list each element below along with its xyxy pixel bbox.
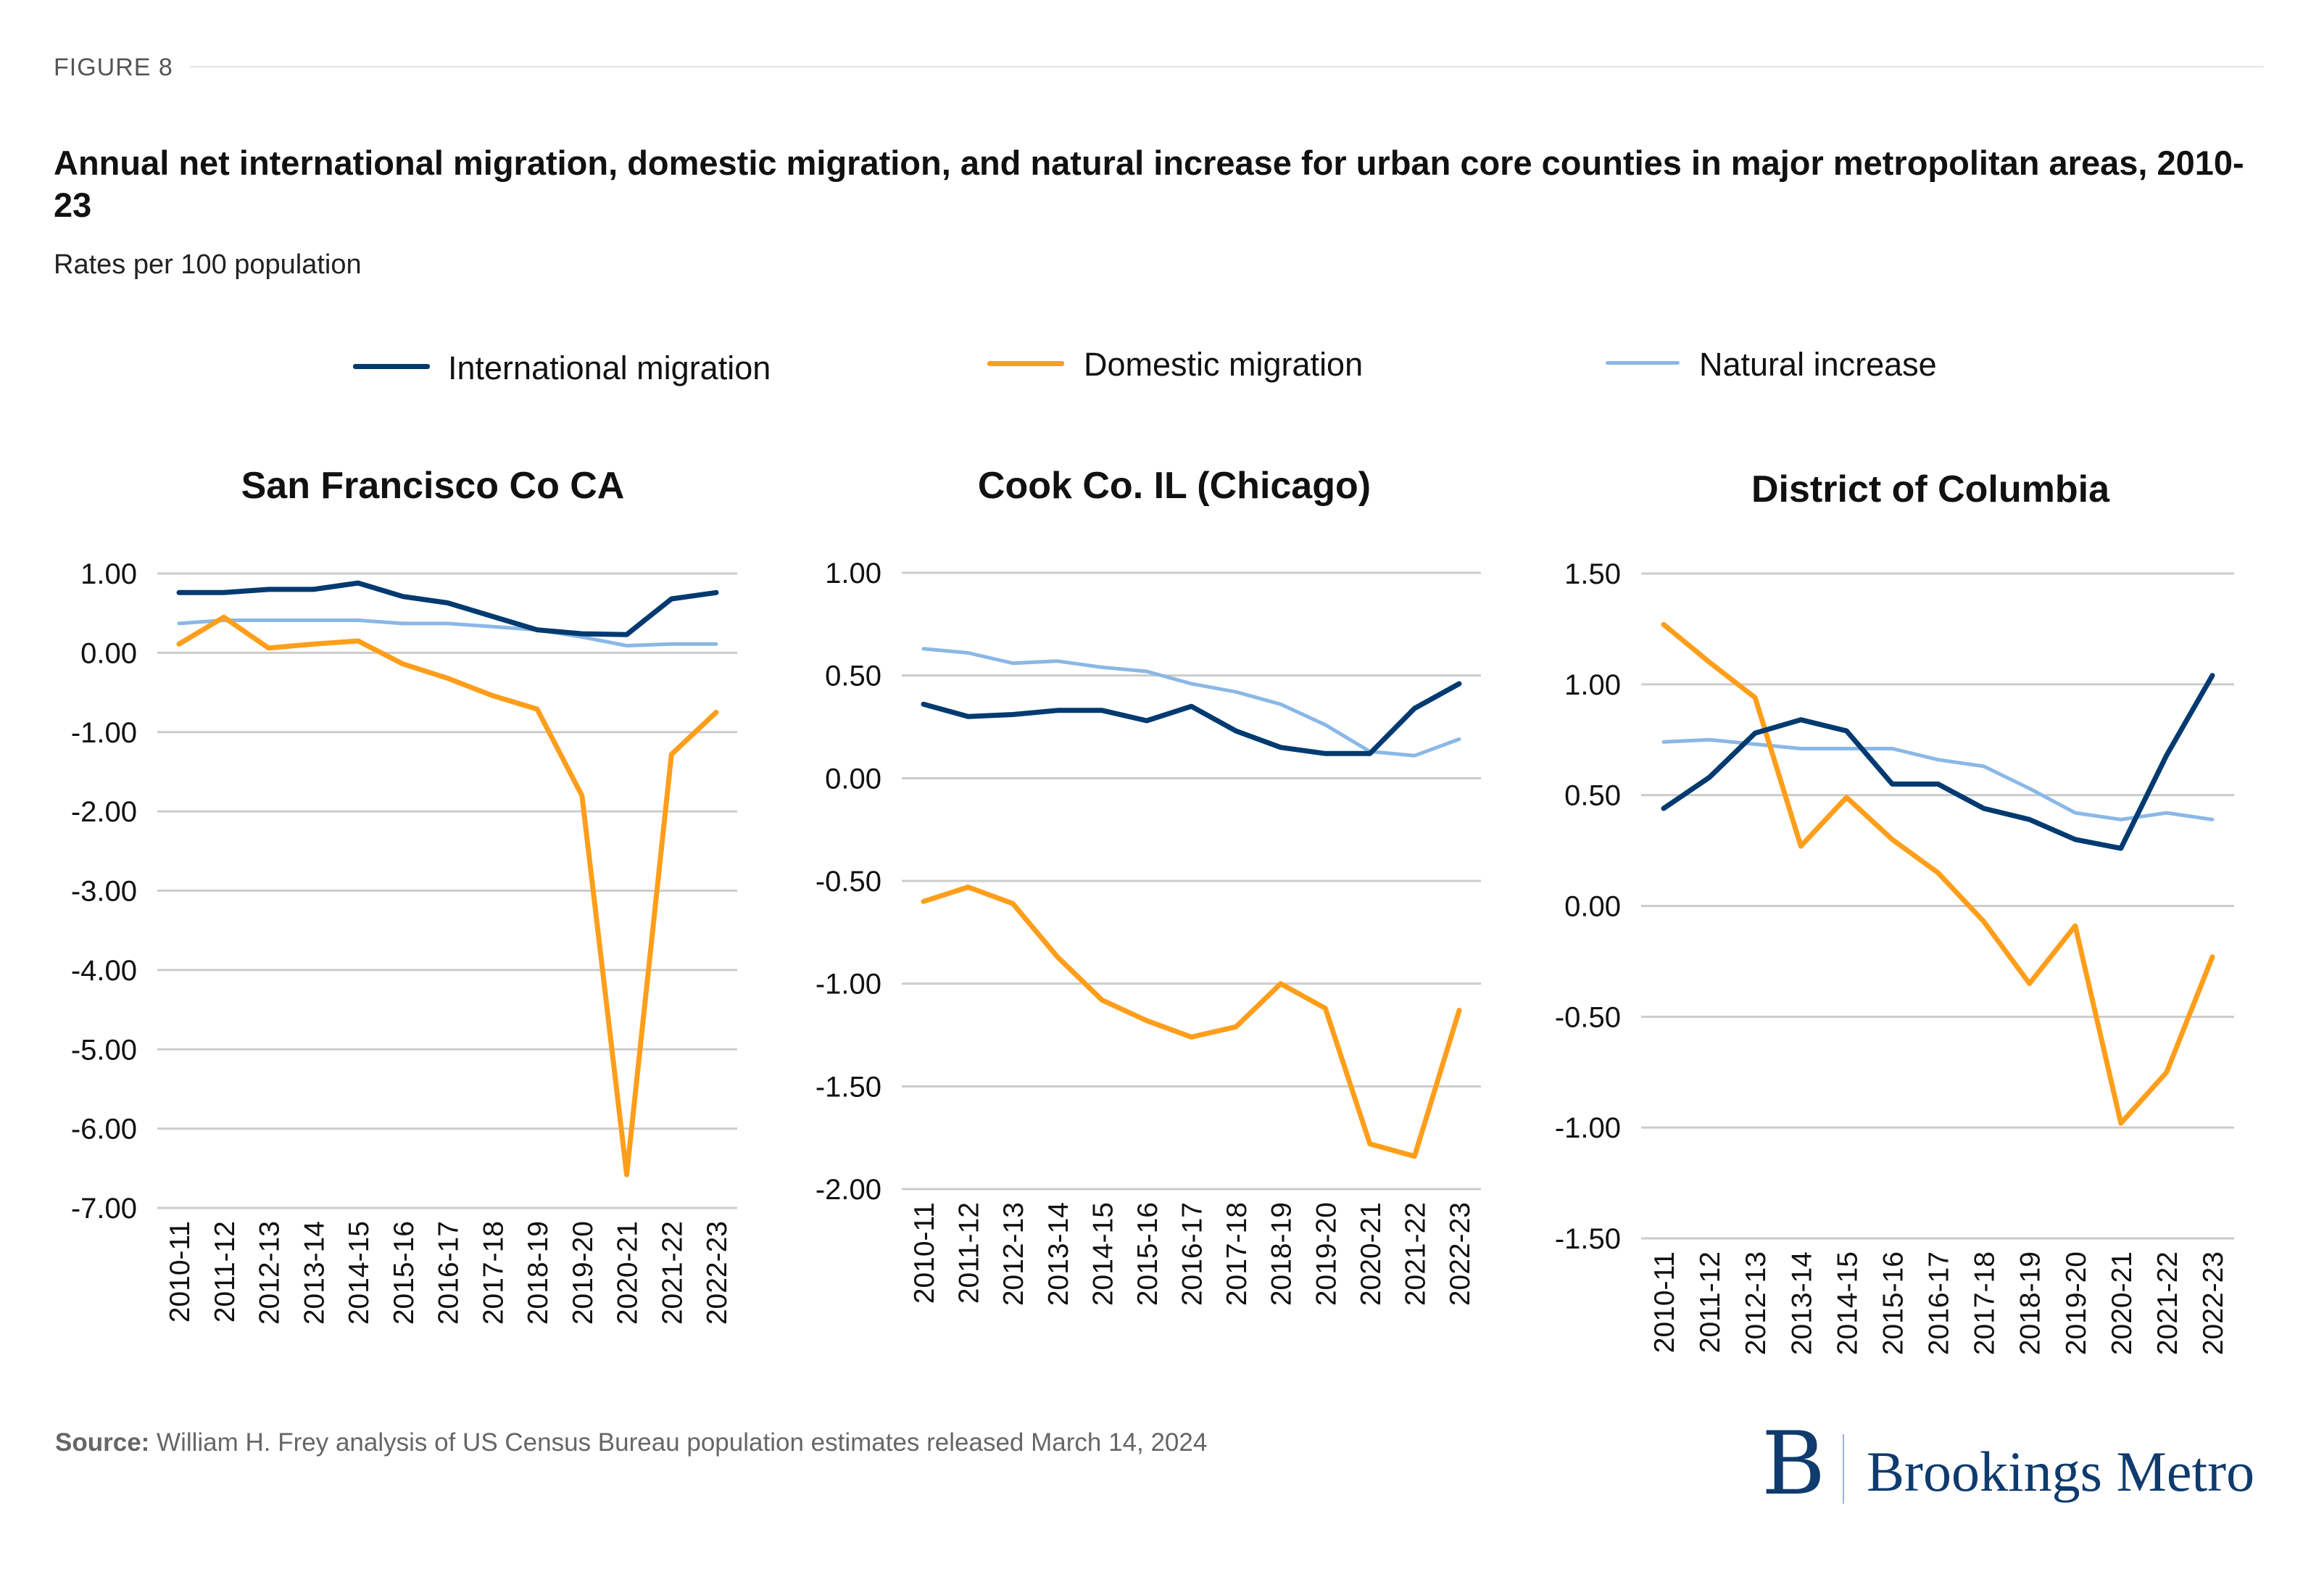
y-tick-label: -3.00 bbox=[71, 876, 137, 908]
logo-divider bbox=[1843, 1434, 1844, 1504]
source-note: Source: William H. Frey analysis of US C… bbox=[55, 1428, 1207, 1457]
source-label: Source: bbox=[55, 1428, 150, 1457]
x-tick-label: 2016-17 bbox=[1924, 1251, 1955, 1355]
header-divider bbox=[190, 66, 2264, 67]
x-tick-label: 2019-20 bbox=[1311, 1202, 1342, 1306]
legend-swatch-international bbox=[353, 364, 430, 369]
legend-label-domestic: Domestic migration bbox=[1084, 346, 1364, 383]
x-tick-label: 2022-23 bbox=[2198, 1251, 2229, 1355]
series-line-international-migration bbox=[176, 580, 719, 637]
legend-label-natural: Natural increase bbox=[1699, 346, 1937, 383]
y-tick-label: 0.00 bbox=[80, 637, 137, 669]
x-tick-label: 2019-20 bbox=[568, 1221, 599, 1325]
x-tick-label: 2012-13 bbox=[254, 1221, 286, 1325]
x-tick-label: 2020-21 bbox=[613, 1221, 644, 1325]
x-tick-label: 2020-21 bbox=[1356, 1202, 1387, 1306]
source-text: William H. Frey analysis of US Census Bu… bbox=[149, 1428, 1208, 1457]
chart-subtitle: Rates per 100 population bbox=[54, 249, 362, 280]
x-tick-label: 2012-13 bbox=[998, 1202, 1029, 1306]
x-tick-label: 2020-21 bbox=[2107, 1251, 2138, 1355]
x-tick-label: 2012-13 bbox=[1740, 1251, 1772, 1355]
y-tick-label: -2.00 bbox=[816, 1174, 881, 1206]
y-tick-label: -1.00 bbox=[1555, 1112, 1621, 1144]
x-tick-label: 2011-12 bbox=[954, 1202, 985, 1304]
y-tick-label: 1.00 bbox=[80, 558, 137, 590]
x-tick-label: 2017-18 bbox=[478, 1221, 509, 1325]
panel-0: 1.00 0.00 -1.00 -2.00 -3.00 -4.00 -5.00 -6.00 -7… bbox=[71, 558, 737, 1325]
y-tick-label: 0.00 bbox=[1564, 891, 1621, 923]
y-tick-label: -5.00 bbox=[71, 1034, 137, 1066]
series-line-domestic-migration bbox=[176, 614, 719, 1177]
y-tick-label: -1.00 bbox=[71, 717, 137, 749]
y-tick-label: -0.50 bbox=[1555, 1001, 1621, 1033]
x-tick-label: 2021-22 bbox=[657, 1221, 688, 1325]
y-tick-label: 0.50 bbox=[825, 661, 881, 692]
series-line-natural-increase bbox=[1661, 737, 2215, 821]
x-tick-label: 2018-19 bbox=[1266, 1202, 1298, 1306]
series-line-international-migration bbox=[1661, 673, 2215, 851]
y-tick-label: -2.00 bbox=[71, 796, 137, 828]
panel-1: 1.00 0.50 0.00 -0.50 -1.00 -1.50 -2.00 2010-11 2… bbox=[816, 558, 1481, 1306]
figure-label: FIGURE 8 bbox=[54, 54, 173, 81]
y-tick-label: -1.50 bbox=[816, 1071, 881, 1103]
x-tick-label: 2017-18 bbox=[1970, 1251, 2001, 1355]
legend-swatch-natural bbox=[1606, 361, 1680, 365]
y-tick-label: 0.50 bbox=[1564, 780, 1621, 812]
x-tick-label: 2022-23 bbox=[1445, 1202, 1476, 1306]
x-tick-label: 2010-11 bbox=[165, 1221, 196, 1322]
y-tick-label: 0.00 bbox=[825, 763, 881, 795]
chart-title: Annual net international migration, dome… bbox=[54, 144, 2244, 224]
x-tick-label: 2010-11 bbox=[1649, 1251, 1680, 1353]
x-tick-label: 2018-19 bbox=[523, 1221, 554, 1325]
panel-title-cook: Cook Co. IL (Chicago) bbox=[977, 465, 1371, 507]
legend-swatch-domestic bbox=[987, 361, 1064, 366]
y-tick-label: -7.00 bbox=[71, 1193, 137, 1225]
x-tick-label: 2017-18 bbox=[1221, 1202, 1253, 1306]
series-line-natural-increase bbox=[177, 618, 718, 647]
x-tick-label: 2018-19 bbox=[2015, 1251, 2046, 1355]
x-tick-label: 2021-22 bbox=[1400, 1202, 1431, 1306]
x-tick-label: 2015-16 bbox=[1877, 1251, 1909, 1355]
series-line-domestic-migration bbox=[921, 885, 1462, 1159]
series-line-domestic-migration bbox=[1661, 621, 2215, 1126]
y-tick-label: -0.50 bbox=[816, 866, 881, 898]
x-tick-label: 2015-16 bbox=[1132, 1202, 1163, 1306]
x-tick-label: 2014-15 bbox=[1087, 1202, 1119, 1306]
y-tick-label: -1.50 bbox=[1555, 1223, 1621, 1255]
panel-2: 1.50 1.00 0.50 0.00 -0.50 -1.00 -1.50 2010-11 20… bbox=[1555, 558, 2234, 1355]
panel-title-san-francisco: San Francisco Co CA bbox=[241, 465, 625, 507]
y-tick-label: 1.00 bbox=[1564, 669, 1621, 701]
legend-label-international: International migration bbox=[448, 349, 771, 386]
x-tick-label: 2021-22 bbox=[2152, 1251, 2183, 1355]
x-tick-label: 2013-14 bbox=[1786, 1251, 1817, 1355]
panel-title-dc: District of Columbia bbox=[1751, 468, 2110, 510]
x-tick-label: 2014-15 bbox=[344, 1221, 375, 1325]
series-line-natural-increase bbox=[921, 647, 1461, 758]
x-tick-label: 2016-17 bbox=[433, 1221, 465, 1325]
x-tick-label: 2022-23 bbox=[702, 1221, 733, 1325]
x-tick-label: 2013-14 bbox=[299, 1221, 330, 1325]
series-line-international-migration bbox=[921, 681, 1462, 756]
brookings-metro-logo-text: Brookings Metro bbox=[1867, 1440, 2255, 1503]
brookings-logo-mark: B bbox=[1761, 1414, 1826, 1515]
x-tick-label: 2013-14 bbox=[1043, 1202, 1074, 1306]
x-tick-label: 2019-20 bbox=[2061, 1251, 2092, 1355]
x-tick-label: 2011-12 bbox=[1695, 1251, 1726, 1353]
x-tick-label: 2010-11 bbox=[909, 1202, 940, 1304]
y-tick-label: -6.00 bbox=[71, 1114, 137, 1146]
x-tick-label: 2011-12 bbox=[209, 1221, 241, 1322]
x-tick-label: 2014-15 bbox=[1832, 1251, 1863, 1355]
y-tick-label: -1.00 bbox=[816, 969, 881, 1001]
y-tick-label: -4.00 bbox=[71, 955, 137, 987]
x-tick-label: 2015-16 bbox=[389, 1221, 420, 1325]
x-tick-label: 2016-17 bbox=[1177, 1202, 1208, 1306]
y-tick-label: 1.50 bbox=[1564, 558, 1621, 590]
y-tick-label: 1.00 bbox=[825, 558, 881, 589]
